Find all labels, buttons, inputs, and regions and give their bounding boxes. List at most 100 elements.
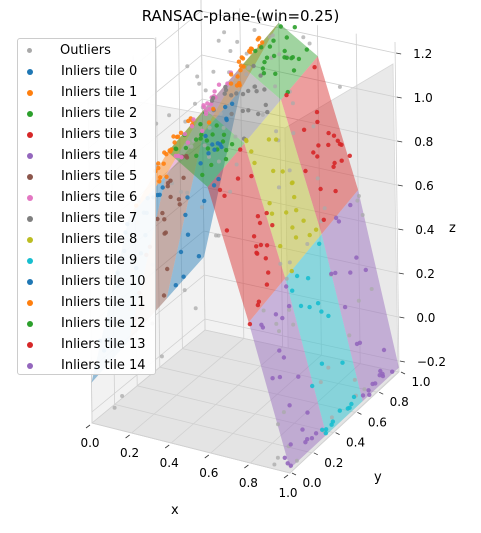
inlier-point — [251, 234, 257, 239]
inlier-point — [264, 210, 269, 216]
tile-plane — [207, 143, 286, 323]
inlier-point — [348, 202, 353, 208]
outlier-point — [318, 380, 323, 385]
inlier-point — [277, 348, 282, 353]
inlier-point — [270, 223, 275, 228]
legend-item: Inliers tile 11 — [27, 292, 155, 313]
inlier-point — [381, 347, 387, 353]
inlier-point — [260, 40, 265, 45]
inlier-point — [224, 148, 229, 153]
inlier-point — [162, 217, 167, 222]
outlier-point — [247, 65, 251, 70]
inlier-point — [304, 47, 309, 52]
inlier-point — [176, 197, 182, 202]
legend-marker — [27, 299, 33, 306]
tick-mark — [313, 452, 318, 456]
legend-marker — [27, 89, 33, 96]
floor-grid-line — [159, 366, 356, 413]
legend: Outliers Inliers tile 0 Inliers tile 1 Inli… — [17, 38, 156, 375]
inlier-point — [258, 242, 264, 248]
inlier-point — [333, 270, 338, 276]
outlier-point — [356, 194, 361, 198]
inlier-point — [293, 235, 299, 240]
floor-grid-line — [170, 346, 283, 444]
inlier-point — [254, 244, 259, 249]
inlier-point — [205, 101, 210, 106]
y-tick-label: 0.2 — [324, 456, 343, 470]
outlier-point — [273, 84, 278, 89]
outlier-point — [214, 233, 218, 238]
inlier-point — [237, 81, 242, 86]
chart-title: RANSAC-plane-(win=0.25) — [141, 7, 340, 25]
outlier-point — [221, 125, 226, 130]
inlier-point — [189, 124, 195, 129]
outlier-point — [281, 410, 286, 415]
legend-label: Inliers tile 6 — [61, 190, 138, 205]
legend-marker — [27, 110, 33, 117]
wall-grid-line — [202, 98, 397, 142]
inlier-point — [288, 463, 293, 468]
y-tick-label: 0.8 — [390, 395, 409, 409]
inlier-point — [273, 71, 278, 77]
inlier-point — [311, 150, 316, 155]
inlier-point — [254, 89, 259, 94]
inlier-point — [185, 232, 191, 237]
inlier-point — [285, 461, 290, 466]
outlier-point — [278, 261, 283, 266]
inlier-point — [263, 102, 268, 108]
tick-mark — [396, 96, 402, 99]
inlier-point — [357, 340, 363, 345]
legend-label: Outliers — [60, 43, 111, 58]
inlier-point — [313, 227, 319, 232]
legend-label: Inliers tile 13 — [61, 337, 146, 352]
inlier-point — [161, 293, 167, 298]
inlier-point — [333, 188, 338, 194]
inlier-point — [254, 250, 259, 255]
inlier-point — [173, 283, 178, 288]
inlier-point — [252, 84, 258, 89]
outlier-point — [270, 33, 275, 38]
inlier-point — [216, 176, 221, 182]
inlier-point — [212, 147, 217, 152]
inlier-point — [249, 173, 254, 179]
floor-grid-line — [131, 338, 245, 434]
inlier-point — [258, 73, 263, 78]
legend-item: Inliers tile 13 — [27, 334, 155, 355]
tile-plane — [285, 234, 363, 435]
inlier-point — [160, 210, 165, 216]
inlier-point — [240, 108, 245, 114]
inlier-point — [198, 161, 203, 166]
inlier-point — [263, 256, 268, 261]
tick-mark — [357, 412, 362, 415]
inlier-point — [347, 153, 352, 158]
legend-marker — [27, 236, 33, 243]
inlier-point — [321, 217, 326, 222]
legend-label: Inliers tile 0 — [61, 64, 138, 79]
outlier-point — [159, 354, 164, 359]
outlier-point — [252, 28, 257, 32]
outlier-point — [244, 72, 249, 77]
inlier-point — [335, 138, 340, 143]
outlier-point — [222, 30, 227, 35]
inlier-point — [253, 48, 258, 54]
outlier-point — [315, 176, 320, 181]
inlier-point — [229, 93, 234, 98]
inlier-point — [301, 218, 306, 223]
inlier-point — [260, 325, 266, 330]
outlier-point — [305, 242, 310, 246]
z-tick-label: 1.0 — [414, 91, 433, 105]
inlier-point — [291, 68, 297, 73]
tick-mark — [398, 272, 404, 275]
inlier-point — [342, 304, 348, 310]
tick-mark — [291, 472, 297, 476]
inlier-point — [193, 137, 199, 142]
inlier-point — [251, 63, 256, 69]
inlier-point — [337, 408, 342, 413]
legend-marker — [27, 278, 33, 285]
inlier-point — [284, 55, 289, 60]
outlier-point — [179, 189, 184, 194]
inlier-point — [155, 216, 160, 222]
legend-item: Inliers tile 14 — [27, 355, 155, 376]
inlier-point — [319, 361, 325, 366]
inlier-point — [351, 394, 357, 400]
